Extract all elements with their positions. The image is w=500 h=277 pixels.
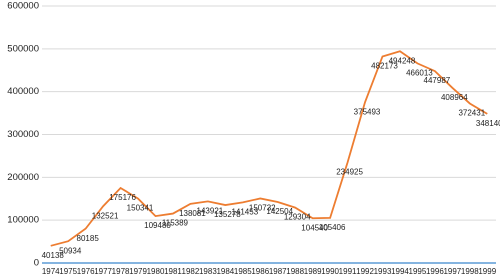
x-tick-label: 1995 (409, 267, 427, 276)
data-label: 466013 (406, 69, 433, 78)
x-tick-label: 1996 (426, 267, 444, 276)
data-label: 494248 (389, 56, 416, 65)
x-tick-label: 1976 (77, 267, 95, 276)
data-label: 50934 (59, 246, 82, 255)
x-tick-label: 1997 (443, 267, 461, 276)
data-label: 143921 (197, 206, 224, 215)
data-label: 482173 (371, 62, 398, 71)
x-tick-label: 1983 (199, 267, 217, 276)
x-tick-label: 1984 (216, 267, 234, 276)
data-label: 375493 (354, 107, 381, 116)
x-tick-label: 1986 (251, 267, 269, 276)
data-label: 408964 (441, 93, 468, 102)
x-tick-label: 1999 (478, 267, 496, 276)
x-tick-label: 1988 (286, 267, 304, 276)
data-label: 129304 (284, 213, 311, 222)
x-tick-label: 1991 (339, 267, 357, 276)
y-tick-label: 300000 (7, 129, 39, 140)
x-tick-label: 1992 (356, 267, 374, 276)
x-tick-label: 1994 (391, 267, 409, 276)
x-tick-label: 1980 (147, 267, 165, 276)
data-label: 138081 (179, 209, 206, 218)
x-tick-label: 1990 (321, 267, 339, 276)
x-tick-label: 1979 (129, 267, 147, 276)
data-label: 348140 (476, 119, 500, 128)
data-label: 372431 (458, 109, 485, 118)
data-label: 105406 (319, 223, 346, 232)
data-label: 150341 (127, 204, 154, 213)
x-tick-label: 1985 (234, 267, 252, 276)
x-tick-label: 1981 (164, 267, 182, 276)
x-tick-label: 1989 (304, 267, 322, 276)
data-line (50, 50, 488, 247)
data-label: 109480 (144, 221, 171, 230)
y-tick-label: 400000 (7, 86, 39, 97)
y-tick-label: 600000 (7, 1, 39, 12)
data-label: 115389 (162, 219, 189, 228)
x-tick-label: 1975 (59, 267, 77, 276)
data-label: 132521 (92, 211, 119, 220)
y-tick-label: 100000 (7, 215, 39, 226)
x-tick-label: 1998 (461, 267, 479, 276)
data-label: 40138 (42, 251, 65, 260)
x-tick-label: 1974 (42, 267, 60, 276)
data-label: 141453 (231, 208, 258, 217)
data-label: 175176 (109, 193, 136, 202)
data-label: 150732 (249, 204, 276, 213)
data-label: 142504 (266, 207, 293, 216)
data-label: 135278 (214, 210, 241, 219)
x-tick-label: 1982 (182, 267, 200, 276)
y-tick-label: 500000 (7, 43, 39, 54)
x-tick-label: 1977 (94, 267, 112, 276)
data-label: 80185 (77, 234, 100, 243)
y-tick-label: 0 (34, 258, 39, 269)
data-label: 447987 (424, 76, 451, 85)
y-tick-label: 200000 (7, 172, 39, 183)
data-label: 234925 (336, 167, 363, 176)
x-tick-label: 1987 (269, 267, 287, 276)
data-label: 104540 (301, 223, 328, 232)
x-tick-label: 1993 (374, 267, 392, 276)
x-tick-label: 1978 (112, 267, 130, 276)
